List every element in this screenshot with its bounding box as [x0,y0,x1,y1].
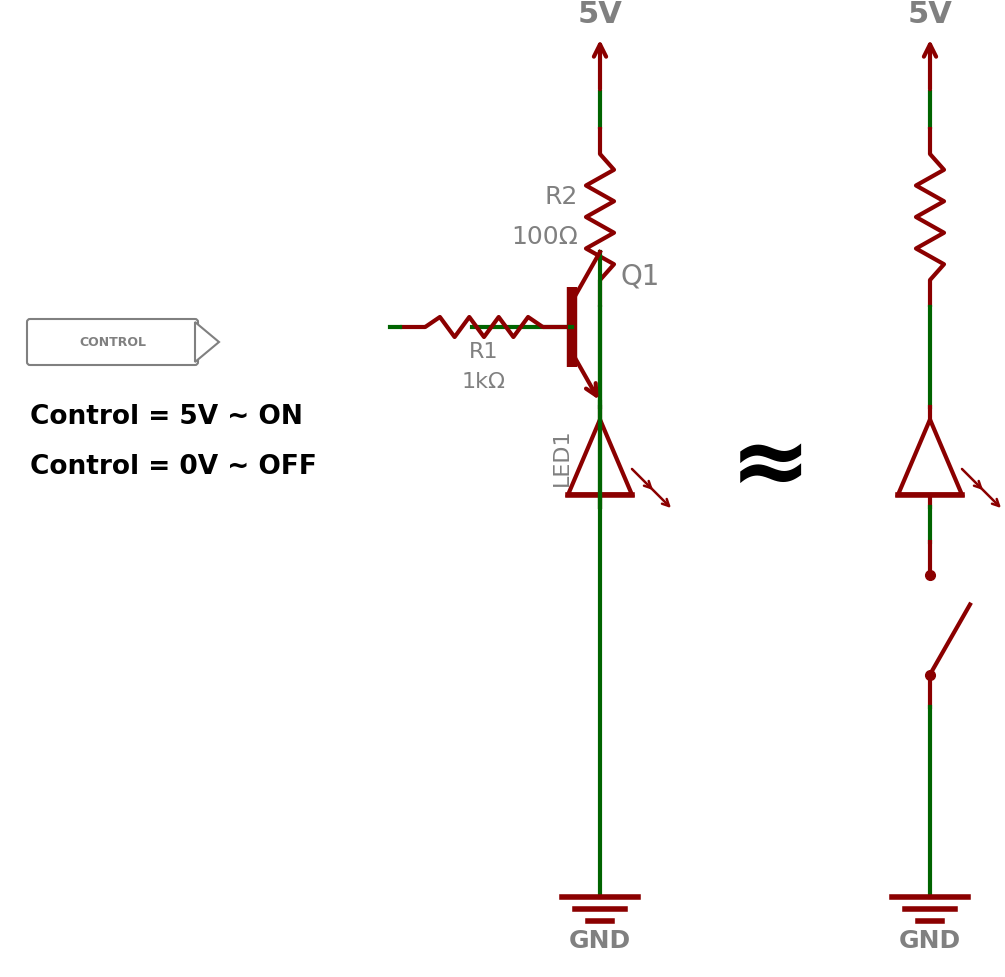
Text: 5V: 5V [578,0,622,29]
Text: CONTROL: CONTROL [79,335,146,349]
Text: R1: R1 [469,342,498,362]
Text: 5V: 5V [908,0,953,29]
Text: GND: GND [569,929,631,953]
Text: 100Ω: 100Ω [512,225,578,249]
Polygon shape [195,322,219,362]
Text: Control = 5V ~ ON: Control = 5V ~ ON [30,404,303,430]
Text: LED1: LED1 [552,428,572,486]
Text: GND: GND [898,929,961,953]
Text: Q1: Q1 [620,263,659,291]
Text: 1kΩ: 1kΩ [462,372,506,392]
Text: ≈: ≈ [730,420,811,514]
Text: Control = 0V ~ OFF: Control = 0V ~ OFF [30,454,317,480]
FancyBboxPatch shape [27,319,198,365]
Text: R2: R2 [545,185,578,209]
